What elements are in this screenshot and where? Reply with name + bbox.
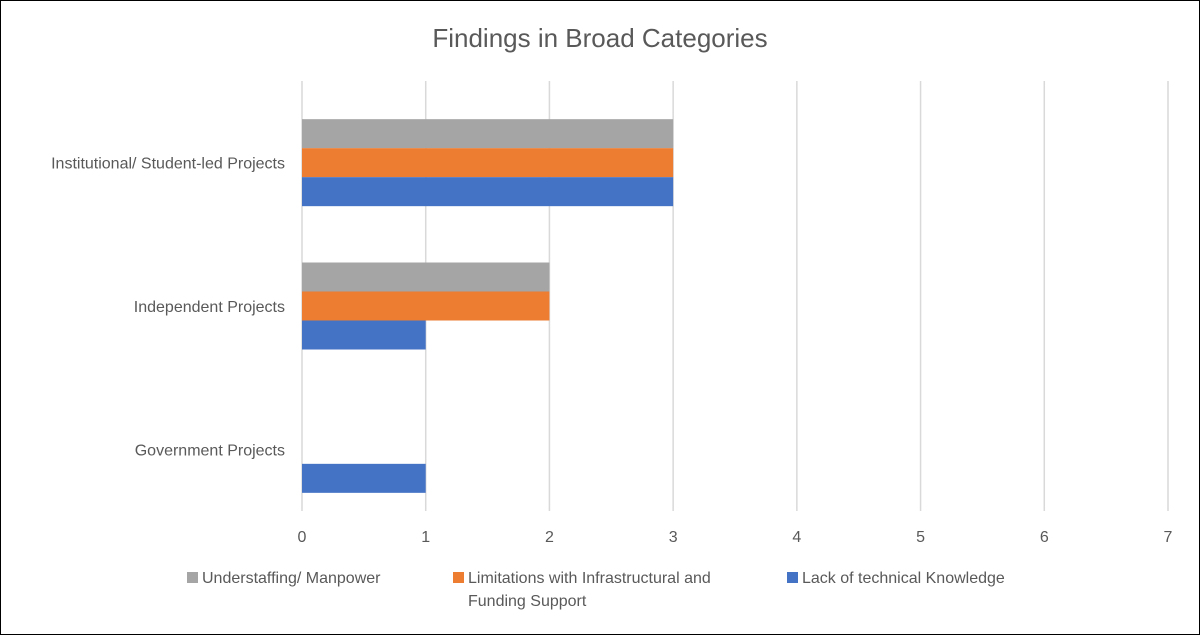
bar-lack-of-technical-knowledge: [302, 177, 674, 207]
category-label: Institutional/ Student-led Projects: [51, 156, 285, 173]
x-tick-label: 6: [1040, 529, 1049, 546]
legend-label: Lack of technical Knowledge: [802, 570, 1005, 587]
legend-swatch: [787, 572, 798, 583]
bar-understaffing-manpower: [302, 119, 674, 149]
bar-understaffing-manpower: [302, 262, 550, 292]
legend-label: Limitations with Infrastructural and: [468, 570, 711, 587]
x-tick-labels: 0 1 2 3 4 5 6 7: [298, 529, 1173, 546]
x-tick-label: 0: [298, 529, 307, 546]
x-tick-label: 3: [669, 529, 678, 546]
category-label: Independent Projects: [134, 299, 285, 316]
bar-limitations-with-infrastructural-and-funding-support: [302, 291, 550, 321]
legend-swatch: [187, 572, 198, 583]
category-label: Government Projects: [135, 442, 285, 459]
chart-title: Findings in Broad Categories: [432, 23, 767, 53]
x-tick-label: 5: [916, 529, 925, 546]
bar-limitations-with-infrastructural-and-funding-support: [302, 148, 674, 178]
x-tick-label: 7: [1164, 529, 1173, 546]
legend-label: Understaffing/ Manpower: [202, 570, 381, 587]
x-tick-label: 1: [421, 529, 430, 546]
x-tick-label: 2: [545, 529, 554, 546]
bar-lack-of-technical-knowledge: [302, 320, 426, 350]
bars: [302, 119, 674, 493]
x-tick-label: 4: [792, 529, 801, 546]
legend-label: Funding Support: [468, 593, 587, 610]
legend: Understaffing/ Manpower Limitations with …: [187, 570, 1005, 610]
legend-swatch: [453, 572, 464, 583]
category-labels: Institutional/ Student-led Projects Indep…: [51, 156, 285, 460]
bar-lack-of-technical-knowledge: [302, 463, 426, 493]
